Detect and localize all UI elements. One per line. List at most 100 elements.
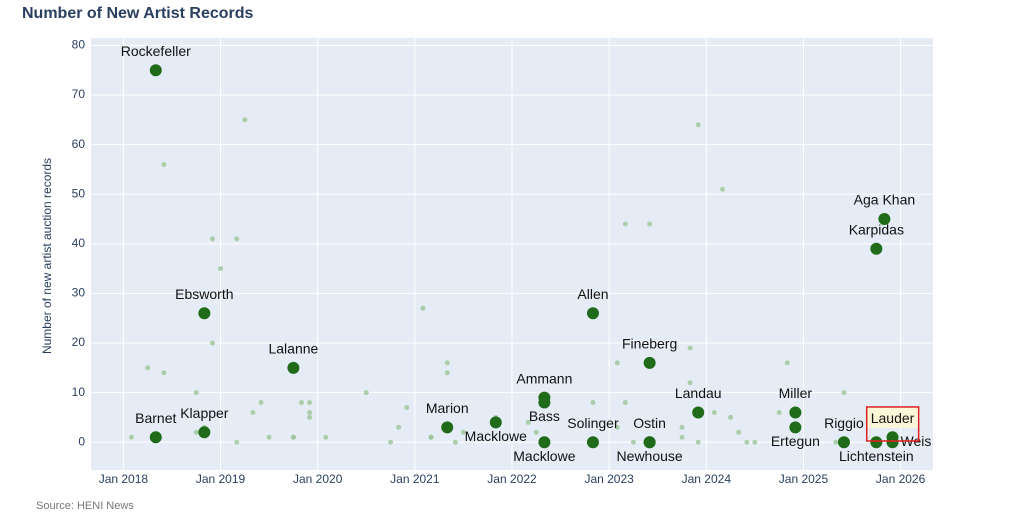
point bbox=[679, 434, 685, 440]
point bbox=[776, 409, 782, 415]
highlight-point bbox=[789, 406, 802, 419]
highlight-point bbox=[149, 431, 162, 444]
point bbox=[444, 370, 450, 376]
highlight-point bbox=[789, 421, 802, 434]
point-label: Lichtenstein bbox=[839, 448, 914, 464]
point bbox=[728, 414, 734, 420]
highlight-point bbox=[287, 361, 300, 374]
point-label: Ostin bbox=[633, 415, 666, 431]
point bbox=[622, 400, 628, 406]
highlight-box bbox=[865, 406, 920, 442]
x-tick-label: Jan 2021 bbox=[390, 472, 440, 486]
point-label: Solinger bbox=[567, 415, 619, 431]
point bbox=[533, 429, 539, 435]
highlight-point bbox=[198, 307, 211, 320]
y-tick-label: 60 bbox=[72, 137, 86, 151]
point-label: Ebsworth bbox=[175, 286, 233, 302]
y-tick-label: 20 bbox=[72, 335, 86, 349]
point-label: Lauder bbox=[871, 410, 915, 426]
y-tick-label: 70 bbox=[72, 87, 86, 101]
point-label: Aga Khan bbox=[854, 192, 916, 208]
point bbox=[161, 161, 167, 167]
point bbox=[695, 122, 701, 128]
y-tick-label: 30 bbox=[72, 286, 86, 300]
point bbox=[711, 409, 717, 415]
highlight-point bbox=[870, 242, 883, 255]
point bbox=[299, 400, 304, 406]
point-label: Klapper bbox=[180, 405, 229, 421]
point-label: Macklowe bbox=[465, 428, 527, 444]
point bbox=[209, 340, 215, 346]
highlight-point bbox=[692, 406, 705, 419]
point-label: Rockefeller bbox=[121, 43, 191, 59]
point bbox=[145, 365, 151, 371]
point bbox=[396, 424, 402, 430]
point-label: Marion bbox=[426, 400, 469, 416]
x-tick-label: Jan 2024 bbox=[682, 472, 732, 486]
point-label: Allen bbox=[577, 286, 608, 302]
point-label: Fineberg bbox=[622, 336, 677, 352]
point bbox=[630, 439, 636, 445]
point bbox=[752, 439, 758, 445]
point bbox=[290, 434, 296, 440]
point bbox=[404, 405, 410, 411]
x-tick-label: Jan 2022 bbox=[487, 472, 537, 486]
x-tick-label: Jan 2019 bbox=[196, 472, 246, 486]
highlight-point bbox=[878, 213, 891, 226]
point bbox=[525, 419, 531, 425]
highlight-point bbox=[586, 307, 599, 320]
y-axis-label: Number of new artist auction records bbox=[40, 158, 54, 354]
point-label: Newhouse bbox=[617, 448, 683, 464]
y-tick-label: 80 bbox=[72, 38, 86, 52]
point bbox=[444, 360, 450, 366]
point bbox=[622, 221, 628, 227]
point bbox=[744, 439, 750, 445]
point bbox=[720, 186, 725, 192]
point-label: Ertegun bbox=[771, 433, 820, 449]
point-label: Miller bbox=[779, 385, 813, 401]
point bbox=[428, 434, 434, 440]
point bbox=[307, 414, 313, 420]
highlight-point bbox=[643, 356, 656, 369]
point bbox=[258, 400, 264, 406]
y-tick-label: 10 bbox=[72, 385, 86, 399]
highlight-point bbox=[643, 436, 656, 449]
x-tick-label: Jan 2026 bbox=[876, 472, 926, 486]
point bbox=[209, 236, 215, 242]
highlight-point bbox=[441, 421, 454, 434]
point bbox=[161, 370, 167, 376]
y-tick-label: 40 bbox=[72, 236, 86, 250]
point-label: Karpidas bbox=[849, 221, 904, 237]
point bbox=[614, 360, 620, 366]
chart-title: Number of New Artist Records bbox=[22, 5, 254, 22]
point bbox=[128, 434, 134, 440]
point bbox=[420, 305, 426, 311]
point bbox=[841, 390, 847, 396]
point bbox=[784, 360, 790, 366]
point bbox=[307, 400, 313, 406]
point bbox=[234, 439, 240, 445]
point bbox=[388, 439, 394, 445]
point bbox=[193, 429, 199, 435]
point bbox=[323, 434, 329, 440]
point-label: Barnet bbox=[135, 410, 176, 426]
point bbox=[687, 345, 693, 351]
highlight-point bbox=[538, 396, 551, 409]
highlight-point bbox=[870, 436, 883, 449]
point bbox=[647, 221, 653, 227]
highlight-point bbox=[837, 436, 850, 449]
point-label: Bass bbox=[529, 408, 560, 424]
point bbox=[234, 236, 240, 242]
highlight-point bbox=[586, 436, 599, 449]
x-tick-label: Jan 2018 bbox=[99, 472, 149, 486]
x-tick-label: Jan 2025 bbox=[779, 472, 829, 486]
point-label: Macklowe bbox=[513, 448, 575, 464]
point bbox=[266, 434, 272, 440]
point bbox=[250, 409, 256, 415]
point bbox=[460, 429, 466, 435]
point-label: Ammann bbox=[516, 370, 572, 386]
point bbox=[307, 409, 313, 415]
point bbox=[218, 266, 224, 272]
point bbox=[193, 390, 199, 396]
